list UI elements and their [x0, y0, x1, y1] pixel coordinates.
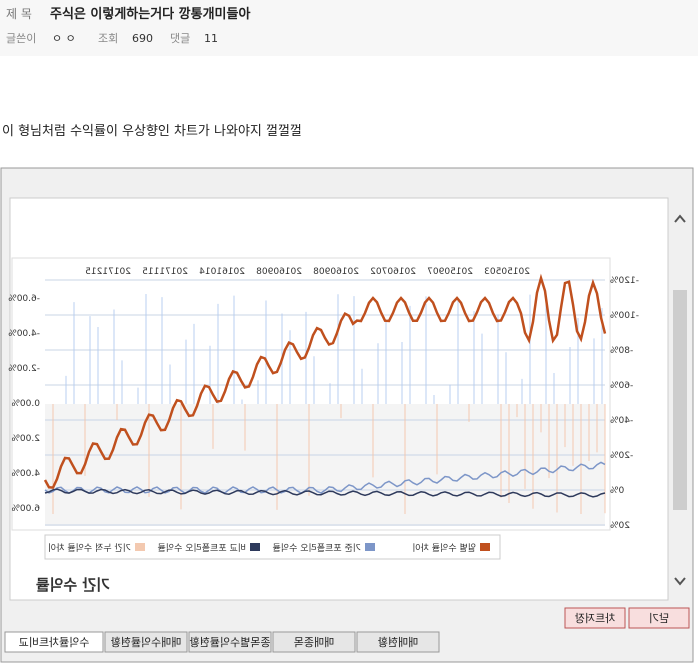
scroll-arrows	[674, 214, 686, 586]
axis-label: -80%	[610, 346, 634, 356]
date-label: 20160702	[370, 267, 416, 277]
line-orange	[43, 273, 607, 489]
tab-label: 매매현황	[378, 636, 418, 649]
comments-label: 댓글	[170, 32, 190, 45]
date-label: 20171215	[85, 267, 131, 277]
tab-label: 종목별수익률현황	[190, 636, 271, 649]
axis-label: 4.00%	[11, 469, 40, 479]
axis-label: 0.00%	[11, 399, 40, 409]
legend-swatch	[250, 543, 260, 551]
axis-label: 2.00%	[11, 434, 40, 444]
button-label: 닫기	[649, 612, 669, 625]
author[interactable]: ㅇ ㅇ	[52, 32, 76, 45]
tab-text: 매매수익률현황	[111, 636, 182, 649]
tab-label: 수익률차트비교	[19, 636, 90, 649]
button-label: 차트저장	[575, 612, 615, 625]
axis-label: -60%	[610, 381, 634, 391]
tab-label: 매매종목	[294, 636, 334, 649]
date-label: 20160908	[256, 267, 302, 277]
axis-label: -6.00%	[8, 294, 40, 304]
axis-label: -40%	[610, 416, 634, 426]
axis-label: 0%	[610, 486, 625, 496]
legend-label: 기간 누적 수익률 차이	[48, 542, 131, 554]
legend-label: 기준 포트폴리오 수익률	[272, 542, 361, 554]
post-title: 주식은 이렇게하는거다 깡통개미들아	[50, 6, 250, 22]
tab-text: 수익률차트비교	[19, 636, 90, 649]
axis-label: 20%	[610, 521, 630, 531]
tab[interactable]	[356, 631, 440, 653]
legend-box	[44, 534, 501, 560]
axis-label: 6.00%	[11, 504, 40, 514]
chart-drawing	[43, 273, 607, 526]
date-label: 20171115	[142, 267, 188, 277]
tab[interactable]	[104, 631, 188, 653]
views-label: 조회	[98, 32, 118, 45]
views: 690	[132, 32, 153, 45]
post-body: 이 형님처럼 수익률이 우상향인 차트가 나와야지 껄껄껄	[2, 124, 302, 139]
comments: 11	[204, 32, 218, 45]
button[interactable]	[564, 607, 626, 629]
tab[interactable]	[4, 631, 104, 653]
chart-title: 기간 수익률	[36, 576, 110, 594]
legend-label: 일별 수익률 차이	[412, 542, 476, 554]
tab-text: 종목별수익률현황	[190, 636, 271, 649]
button-text: 차트저장	[575, 612, 615, 625]
axis-label: -4.00%	[8, 329, 40, 339]
axis-label: -100%	[610, 311, 639, 321]
date-label: 20150907	[427, 267, 473, 277]
axis-label: -20%	[610, 451, 634, 461]
tab-text: 매매현황	[378, 636, 418, 649]
legend-swatch	[135, 543, 145, 551]
plot-shade	[45, 404, 605, 526]
author-label: 글쓴이	[6, 32, 36, 45]
legend-label: 비교 포트폴리오 수익률	[157, 542, 246, 554]
tab-text: 매매종목	[294, 636, 334, 649]
scroll-thumb[interactable]	[673, 290, 687, 510]
date-label: 20161014	[199, 267, 245, 277]
button[interactable]	[628, 607, 690, 629]
date-label: 20150503	[484, 267, 530, 277]
axis-label: -2.00%	[8, 364, 40, 374]
line-navy	[44, 488, 606, 498]
button-text: 닫기	[649, 612, 669, 625]
title-label: 제 목	[6, 7, 32, 21]
tab-label: 매매수익률현황	[111, 636, 182, 649]
line-blue	[44, 461, 606, 494]
legend-swatch	[480, 543, 490, 551]
date-label: 20160908	[313, 267, 359, 277]
tab[interactable]	[272, 631, 356, 653]
mirrored-text: 20150503 20150907 20160702 20160908 20160908…	[8, 267, 639, 594]
axis-label: -120%	[610, 276, 639, 286]
post-header	[0, 0, 698, 56]
tab[interactable]	[188, 631, 272, 653]
legend-swatch	[365, 543, 375, 551]
